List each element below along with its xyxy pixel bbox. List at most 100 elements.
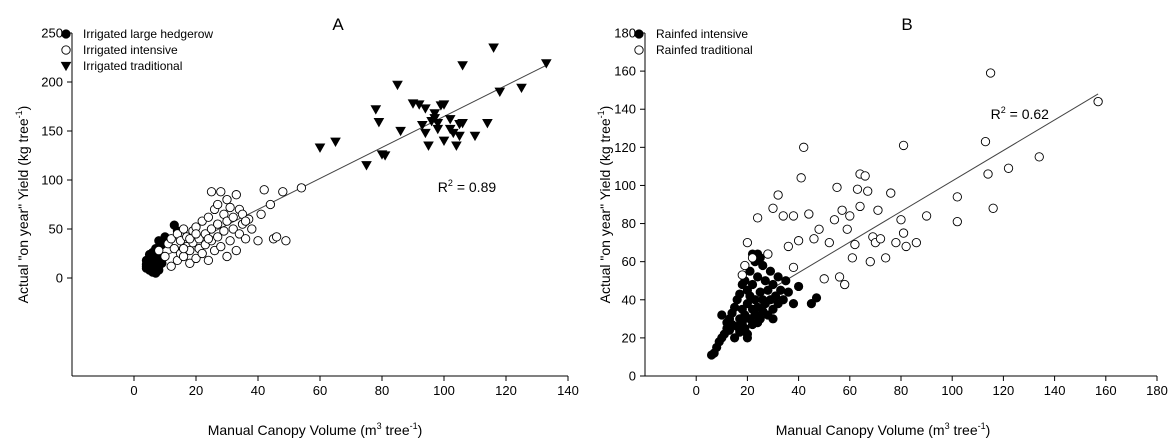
- data-point: [420, 104, 431, 114]
- data-point: [783, 241, 794, 252]
- data-point: [191, 229, 201, 239]
- data-point: [228, 224, 238, 234]
- series-a-1: [154, 183, 307, 271]
- data-point: [185, 258, 195, 268]
- data-point: [847, 253, 858, 263]
- data-point: [735, 289, 745, 299]
- chart-a: A 0 20 40 60 80 100 120 140 0 50 100 150 200 250 Manua…: [14, 15, 579, 438]
- data-point: [768, 304, 778, 314]
- data-point: [231, 190, 241, 200]
- data-point: [781, 276, 791, 286]
- data-point: [432, 124, 444, 135]
- data-point: [271, 232, 282, 242]
- y-tick-label-b: 160: [614, 64, 636, 79]
- data-point: [865, 257, 875, 267]
- x-tick-label-b: 120: [993, 383, 1015, 398]
- data-point: [225, 236, 235, 246]
- data-point: [154, 245, 164, 256]
- data-point: [1003, 163, 1014, 173]
- legend-label: Rainfed intensive: [656, 27, 748, 41]
- x-tick-label-a: 20: [189, 383, 203, 398]
- data-point: [980, 136, 991, 147]
- data-point: [213, 199, 223, 210]
- data-point: [788, 211, 799, 221]
- data-point: [778, 211, 788, 221]
- data-point: [952, 216, 962, 227]
- data-point: [863, 186, 873, 196]
- y-axis-title-a: Actual "on year" Yield (kg tree-1): [14, 106, 31, 304]
- data-point: [370, 105, 382, 115]
- data-point: [793, 236, 804, 246]
- data-point: [742, 237, 753, 248]
- data-point: [778, 295, 788, 305]
- series-a-0: [141, 220, 182, 278]
- y-tick-label-b: 180: [614, 26, 636, 41]
- data-point: [420, 128, 431, 139]
- x-tick-label-a: 100: [433, 383, 455, 398]
- data-point: [213, 219, 223, 229]
- data-point: [416, 120, 428, 131]
- data-point: [488, 43, 499, 53]
- data-point: [438, 100, 450, 110]
- x-tick-label-a: 0: [130, 383, 137, 398]
- data-point: [842, 224, 852, 234]
- data-point: [281, 236, 291, 246]
- x-axis-title-a: Manual Canopy Volume (m3 tree-1): [208, 421, 423, 438]
- data-point: [516, 83, 527, 94]
- y-tick-label-b: 140: [614, 102, 636, 117]
- data-point: [788, 298, 799, 309]
- data-point: [482, 119, 493, 129]
- data-point: [768, 279, 778, 290]
- data-point: [438, 136, 450, 146]
- data-point: [203, 255, 214, 266]
- x-tick-label-a: 120: [495, 383, 517, 398]
- x-tick-label-b: 0: [693, 383, 700, 398]
- data-point: [154, 257, 164, 267]
- data-point: [773, 272, 783, 282]
- data-point: [457, 119, 468, 129]
- data-point: [819, 274, 829, 284]
- series-b-1: [737, 68, 1103, 290]
- series-b-0: [706, 249, 822, 360]
- y-tick-label-b: 80: [622, 216, 636, 231]
- data-point: [392, 80, 403, 91]
- y-tick-label-b: 40: [622, 292, 636, 307]
- x-tick-label-a: 40: [251, 383, 265, 398]
- data-point: [765, 266, 776, 276]
- data-point: [804, 209, 814, 219]
- legend-marker: [61, 45, 71, 55]
- x-tick-label-b: 100: [941, 383, 963, 398]
- data-point: [451, 141, 462, 151]
- x-axis-title-b: Manual Canopy Volume (m3 tree-1): [776, 421, 991, 438]
- x-tick-label-b: 180: [1146, 383, 1168, 398]
- x-tick-label-b: 60: [843, 383, 857, 398]
- data-point: [763, 249, 773, 259]
- data-point: [783, 287, 793, 297]
- data-point: [169, 243, 179, 254]
- data-point: [834, 272, 845, 282]
- data-point: [753, 272, 763, 282]
- data-point: [898, 228, 909, 238]
- data-point: [814, 224, 824, 234]
- data-point: [454, 131, 465, 142]
- y-tick-label-a: 0: [56, 271, 63, 286]
- data-point: [747, 253, 758, 263]
- data-point: [216, 241, 226, 252]
- data-point: [880, 253, 891, 263]
- chart-b: B 0 20 40 60 80 100 120 140 160 180 0 20 40 60 80 100 12…: [596, 15, 1168, 438]
- data-point: [845, 211, 855, 221]
- data-point: [166, 234, 176, 244]
- data-point: [760, 276, 770, 286]
- data-point: [423, 141, 434, 151]
- legend-label: Irrigated large hedgerow: [83, 27, 213, 41]
- legend-item-a: Irrigated large hedgerow: [61, 27, 213, 41]
- data-point: [432, 119, 444, 129]
- data-point: [796, 173, 806, 183]
- y-tick-label-a: 250: [41, 26, 63, 41]
- data-point: [742, 333, 753, 343]
- data-point: [747, 279, 758, 290]
- data-point: [265, 199, 276, 210]
- data-point: [729, 302, 740, 312]
- data-point: [793, 281, 804, 292]
- legend-item-b: Rainfed traditional: [634, 43, 753, 57]
